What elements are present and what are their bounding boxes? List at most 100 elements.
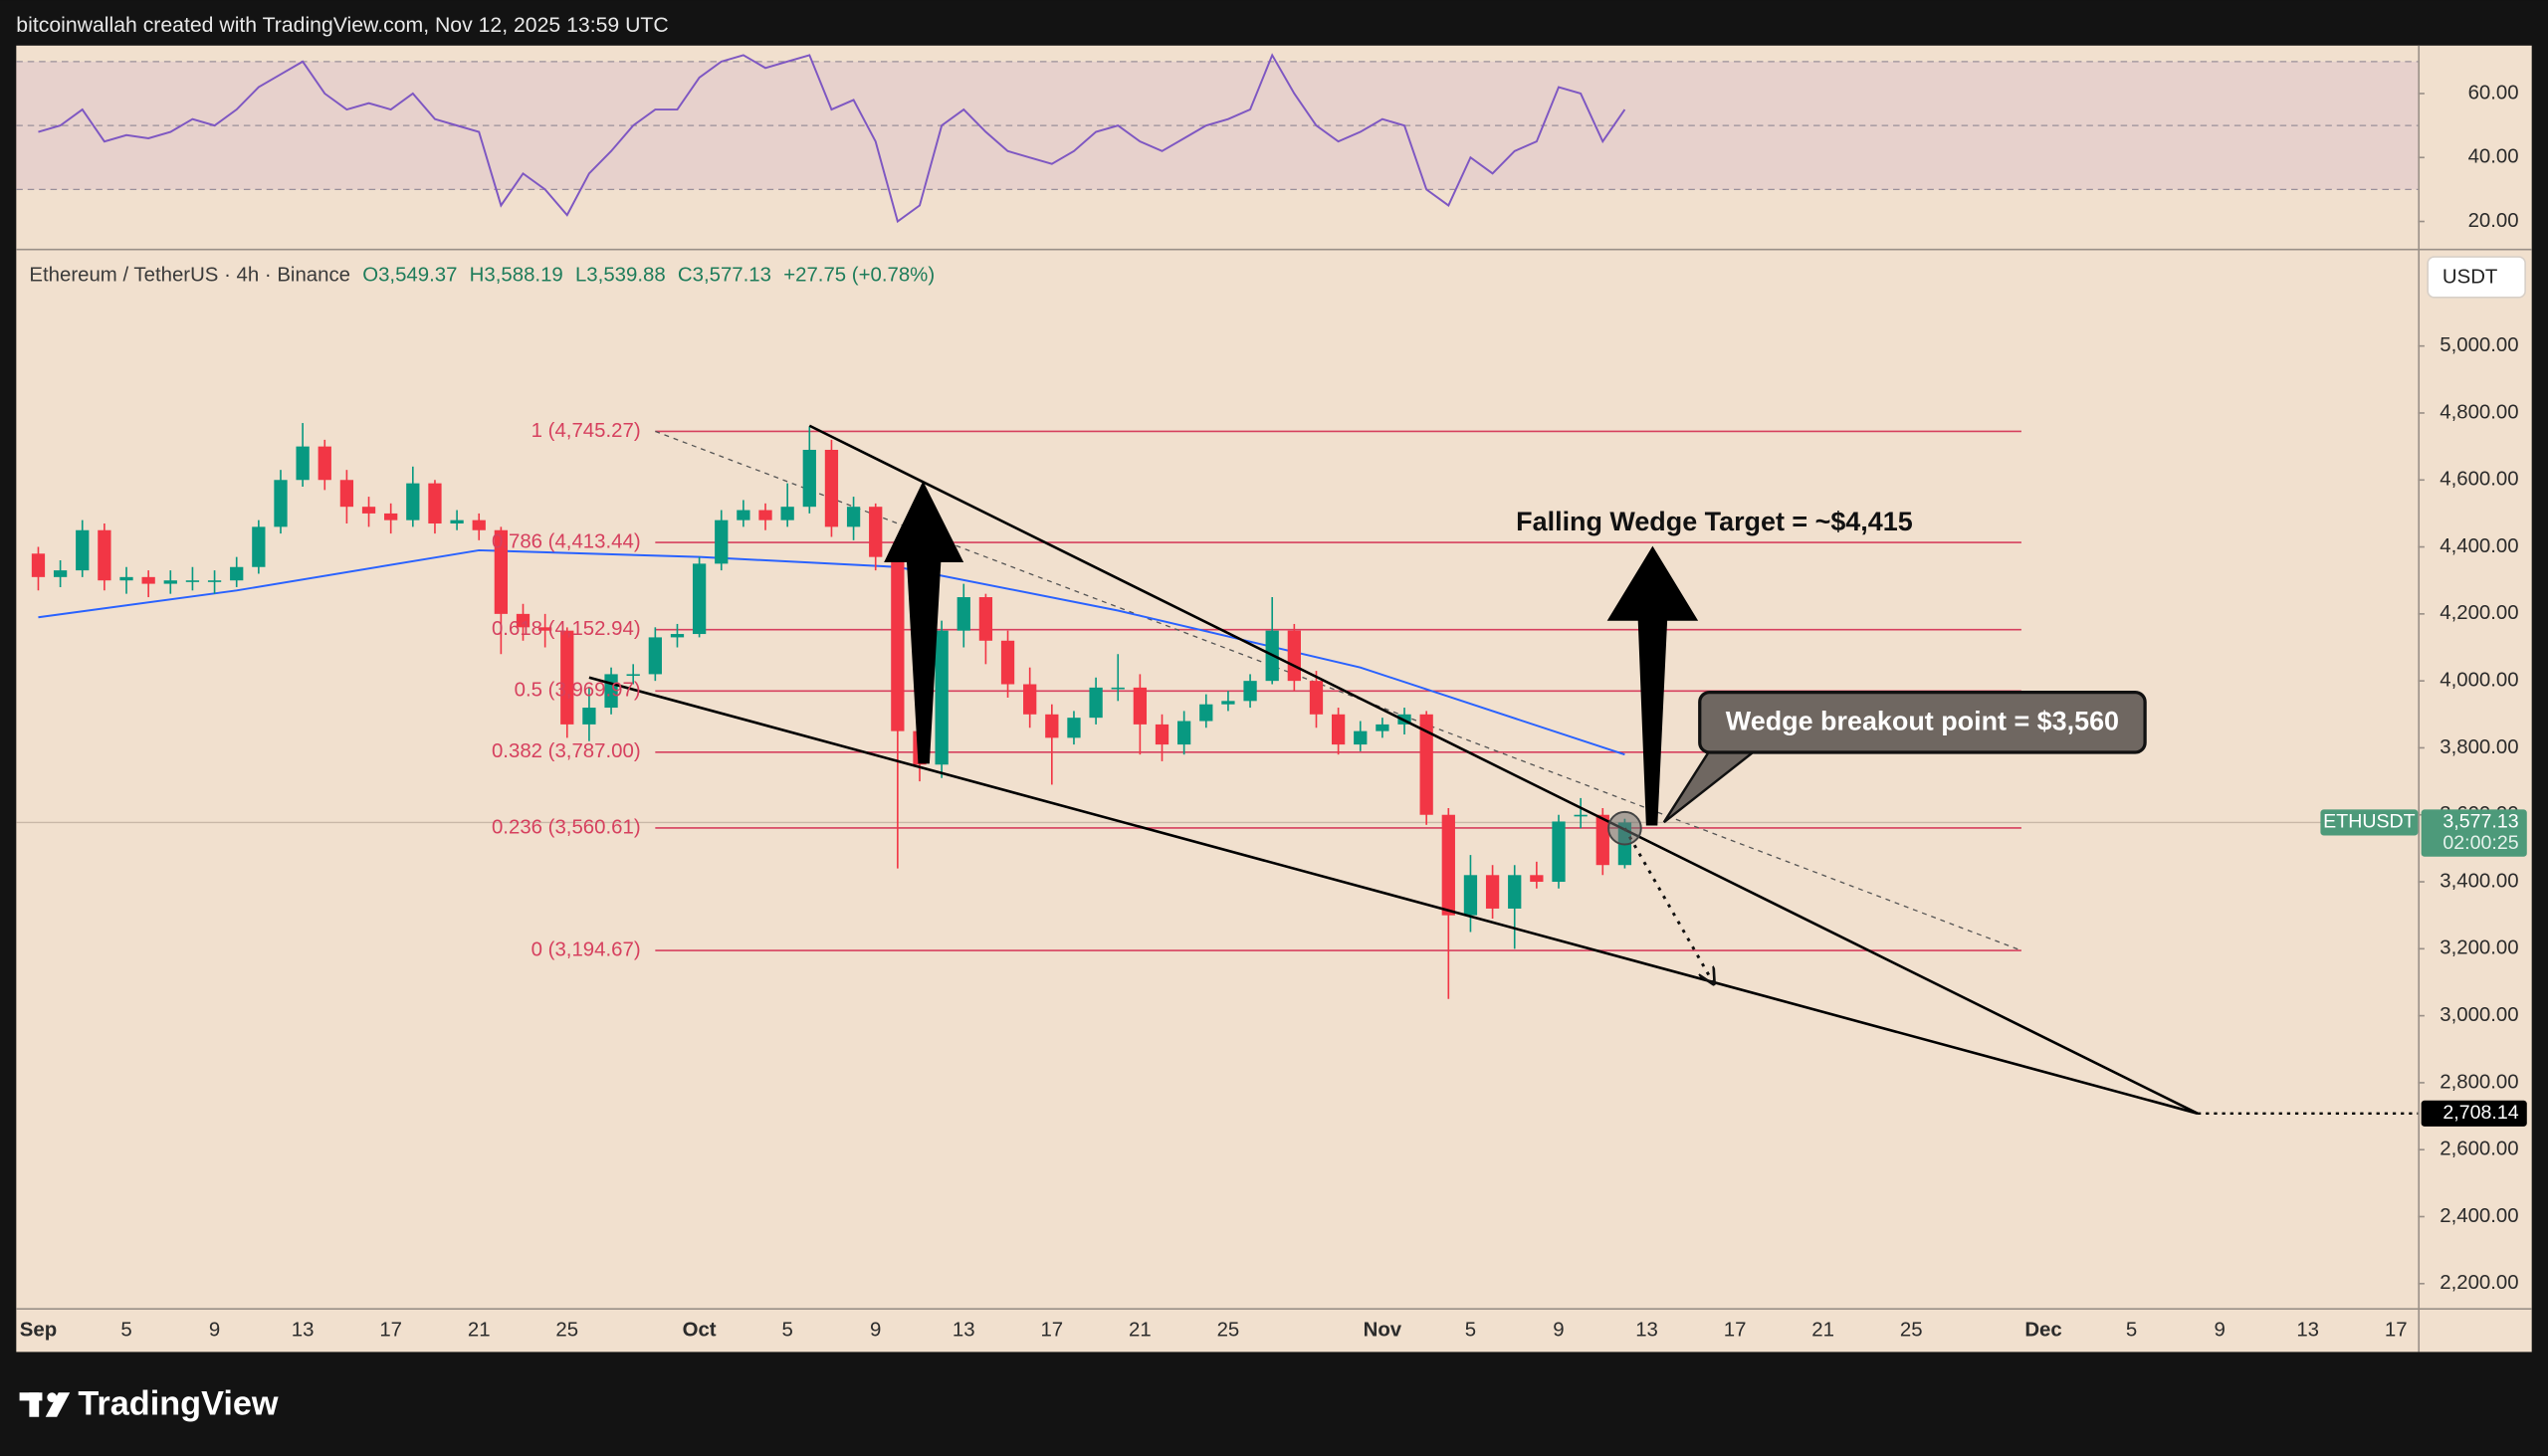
brand-logo: [19, 1392, 71, 1417]
candle-body: [141, 576, 155, 584]
x-tick-label: 17: [1724, 1320, 1747, 1342]
wedge-line: [808, 424, 2199, 1115]
candle-body: [98, 529, 111, 581]
candle-body: [780, 507, 794, 520]
candle-body: [361, 507, 376, 514]
x-tick-label: 25: [1900, 1320, 1923, 1342]
x-tick-label: 21: [468, 1320, 491, 1342]
x-tick-label: 5: [120, 1320, 131, 1342]
legend-high: H3,588.19: [470, 265, 563, 287]
candle-body: [494, 529, 509, 614]
candle-body: [76, 529, 90, 571]
y-tick-label: 3,400.00: [2440, 870, 2518, 892]
annotation-target: Falling Wedge Target = ~$4,415: [1516, 507, 1913, 536]
x-tick-label: 25: [555, 1320, 578, 1342]
candle-body: [1530, 875, 1544, 883]
candle-body: [31, 553, 46, 577]
candle-body: [935, 630, 949, 765]
candle-body: [1331, 714, 1346, 745]
y-tick-label: 20.00: [2468, 210, 2519, 232]
currency-label[interactable]: USDT: [2442, 267, 2498, 289]
candle-body: [1177, 721, 1191, 745]
rsi-line: [38, 53, 1626, 224]
candle-body: [538, 627, 552, 631]
x-tick-label: Dec: [2024, 1320, 2061, 1342]
candle-body: [1354, 730, 1368, 745]
price-box: [2421, 809, 2527, 857]
price-pane: [16, 423, 2419, 1116]
candle-body: [824, 449, 839, 527]
candle-body: [207, 580, 222, 582]
y-tick-label: 4,600.00: [2440, 469, 2518, 491]
annotation-breakout: Wedge breakout point = $3,560: [1726, 707, 2119, 736]
x-tick-label: 5: [2126, 1320, 2137, 1342]
candle-body: [1419, 714, 1433, 815]
candle-body: [715, 520, 729, 564]
x-tick-label: 5: [1465, 1320, 1476, 1342]
y-tick-label: 4,200.00: [2440, 602, 2518, 624]
candle-body: [956, 597, 970, 631]
y-tick-label: 4,400.00: [2440, 535, 2518, 557]
fib-label: 1 (4,745.27): [531, 420, 641, 442]
candle-body: [339, 480, 354, 508]
candle-body: [163, 580, 177, 584]
legend-open: O3,549.37: [362, 265, 457, 287]
candle-body: [1067, 718, 1081, 738]
x-tick-label: 5: [781, 1320, 792, 1342]
candle-body: [53, 570, 68, 577]
candle-body: [1552, 821, 1566, 883]
candle-body: [1441, 814, 1455, 916]
countdown-label: 02:00:25: [2442, 832, 2518, 854]
x-tick-label: 9: [2214, 1320, 2225, 1342]
candle-body: [1111, 687, 1125, 690]
rsi-pane: [16, 53, 2419, 224]
candle-body: [318, 446, 331, 481]
arrow: [1606, 545, 1699, 826]
candle-body: [626, 674, 640, 677]
candle-body: [758, 510, 772, 520]
x-tick-label: 21: [1129, 1320, 1152, 1342]
x-tick-label: 13: [1635, 1320, 1658, 1342]
y-tick-label: 5,000.00: [2440, 334, 2518, 356]
fib-label: 0.236 (3,560.61): [492, 816, 641, 838]
x-tick-label: 13: [292, 1320, 315, 1342]
arrow: [884, 481, 964, 764]
candle-body: [1376, 724, 1389, 731]
candle-body: [472, 520, 486, 530]
y-tick-label: 4,000.00: [2440, 670, 2518, 692]
candle-body: [869, 507, 883, 557]
breakout-point: [1607, 810, 1642, 846]
legend-close: C3,577.13: [678, 265, 771, 287]
candle-body: [1508, 875, 1522, 909]
symbol-label: ETHUSDT: [2323, 811, 2415, 833]
candle-body: [978, 597, 993, 641]
candle-body: [1485, 875, 1500, 909]
candle-body: [582, 708, 596, 725]
projection: [1623, 827, 1713, 982]
candle-body: [648, 637, 662, 675]
candle-body: [1309, 681, 1324, 715]
candle-body: [450, 520, 464, 524]
fib-label: 0.382 (3,787.00): [492, 740, 641, 762]
candle-body: [252, 526, 266, 567]
candle-body: [1574, 814, 1588, 817]
target-price-box: [2421, 1100, 2527, 1127]
currency-button[interactable]: [2427, 256, 2526, 299]
legend: Ethereum / TetherUS · 4h · Binance O3,54…: [29, 265, 935, 287]
candle-body: [737, 510, 750, 520]
x-tick-label: 13: [2296, 1320, 2319, 1342]
candle-body: [296, 446, 310, 481]
legend-title: Ethereum / TetherUS · 4h · Binance: [29, 265, 350, 287]
legend-change: +27.75 (+0.78%): [783, 265, 935, 287]
y-tick-label: 2,400.00: [2440, 1205, 2518, 1227]
fib-label: 0.618 (4,152.94): [492, 618, 641, 640]
candle-body: [406, 483, 420, 520]
candle-body: [1023, 684, 1037, 715]
x-tick-label: 9: [209, 1320, 220, 1342]
callout-box: [1698, 690, 2147, 754]
y-tick-label: 60.00: [2468, 82, 2519, 104]
candle-body: [428, 483, 442, 524]
x-tick-label: Sep: [20, 1320, 57, 1342]
